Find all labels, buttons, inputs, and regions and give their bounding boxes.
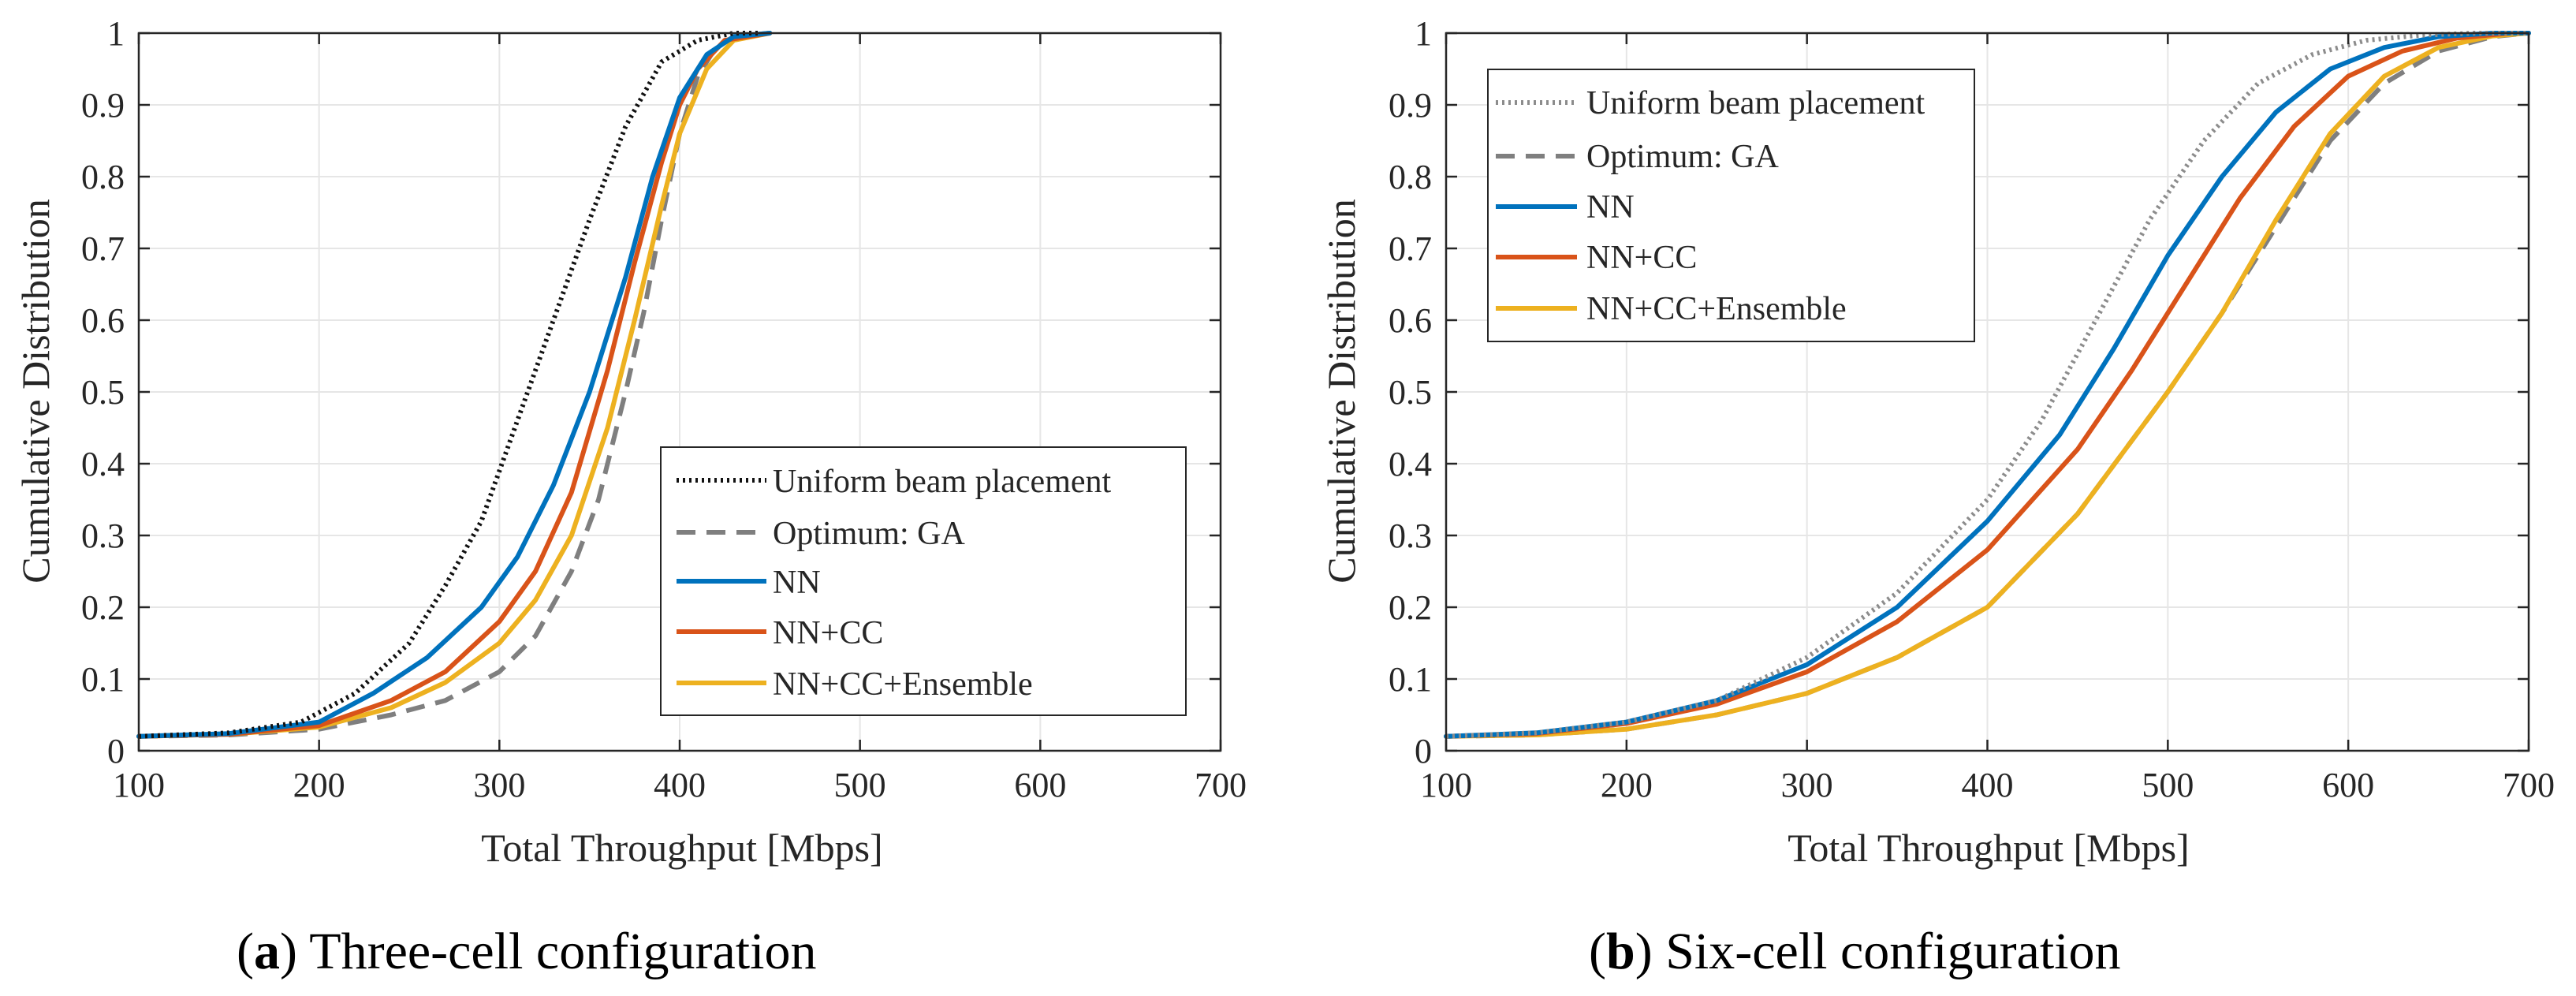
legend-label-ga: Optimum: GA bbox=[1586, 139, 1780, 175]
caption-a: (a) Three-cell configuration bbox=[237, 923, 816, 980]
x-tick-label: 100 bbox=[113, 766, 165, 804]
y-tick-label: 0.5 bbox=[1389, 373, 1432, 412]
y-tick-label: 0.4 bbox=[81, 445, 125, 483]
legend-label-ensemble: NN+CC+Ensemble bbox=[773, 666, 1033, 703]
legend-label-nn: NN bbox=[1586, 189, 1635, 226]
chart-panel-a: 100 200 300 400 500 600 700 0 0.1 0.2 0.3 0.4 0.5 0.6… bbox=[13, 14, 1247, 980]
caption-b-text: Six-cell configuration bbox=[1665, 923, 2120, 980]
x-tick-label: 400 bbox=[1962, 766, 2014, 804]
legend-b: Uniform beam placement Optimum: GA NN NN… bbox=[1487, 69, 1975, 342]
ticks-b: 100 200 300 400 500 600 700 0 0.1 0.2 0.3 0.4 0.5 0.6… bbox=[1389, 14, 2555, 804]
legend-label-ga: Optimum: GA bbox=[773, 516, 966, 552]
x-tick-label: 600 bbox=[2322, 766, 2374, 804]
y-tick-label: 0.3 bbox=[1389, 517, 1432, 555]
y-axis-label-b: Cumulative Distribution bbox=[1319, 199, 1363, 583]
y-tick-label: 0.1 bbox=[1389, 660, 1432, 699]
y-tick-label: 0.5 bbox=[81, 373, 125, 412]
y-tick-label: 0.3 bbox=[81, 517, 125, 555]
x-axis-label-b: Total Throughput [Mbps] bbox=[1788, 826, 2189, 870]
y-tick-label: 0 bbox=[107, 732, 125, 770]
x-tick-label: 600 bbox=[1014, 766, 1066, 804]
series-line-nn-cc-ensemble bbox=[1444, 31, 2531, 739]
legend-label-nncc: NN+CC bbox=[1586, 240, 1697, 276]
y-tick-label: 0.6 bbox=[81, 301, 125, 340]
x-tick-label: 700 bbox=[2503, 766, 2555, 804]
y-tick-label: 0.2 bbox=[1389, 588, 1432, 627]
y-tick-label: 1 bbox=[107, 14, 125, 53]
y-tick-label: 0.9 bbox=[81, 86, 125, 125]
series-lines-a bbox=[136, 31, 773, 739]
legend-label-uniform: Uniform beam placement bbox=[773, 464, 1111, 500]
x-tick-label: 300 bbox=[1781, 766, 1833, 804]
y-tick-label: 0.9 bbox=[1389, 86, 1432, 125]
ticks-a: 100 200 300 400 500 600 700 0 0.1 0.2 0.3 0.4 0.5 0.6… bbox=[81, 14, 1247, 804]
series-lines-b bbox=[1444, 31, 2531, 739]
x-tick-label: 700 bbox=[1195, 766, 1247, 804]
series-line-optimum-ga bbox=[138, 31, 770, 739]
legend-label-nncc: NN+CC bbox=[773, 615, 883, 651]
y-tick-label: 0.2 bbox=[81, 588, 125, 627]
legend-label-nn: NN bbox=[773, 565, 821, 601]
x-tick-label: 500 bbox=[2142, 766, 2194, 804]
legend-a: Uniform beam placement Optimum: GA NN NN… bbox=[660, 446, 1187, 716]
x-tick-label: 200 bbox=[293, 766, 345, 804]
x-tick-label: 200 bbox=[1601, 766, 1653, 804]
y-tick-label: 0.7 bbox=[1389, 229, 1432, 268]
series-line-nn bbox=[136, 31, 773, 739]
y-tick-label: 0.1 bbox=[81, 660, 125, 699]
series-line-uniform-beam-placement bbox=[138, 31, 761, 739]
x-tick-label: 300 bbox=[473, 766, 525, 804]
legend-label-uniform: Uniform beam placement bbox=[1586, 85, 1925, 121]
y-tick-label: 0.8 bbox=[1389, 158, 1432, 196]
chart-panel-b: 100 200 300 400 500 600 700 0 0.1 0.2 0.3 0.4 0.5 0.6… bbox=[1319, 14, 2555, 980]
caption-b: (b) Six-cell configuration bbox=[1589, 923, 2121, 980]
series-line-nn-cc-ensemble bbox=[136, 31, 773, 739]
y-tick-label: 0.6 bbox=[1389, 301, 1432, 340]
x-tick-label: 100 bbox=[1420, 766, 1472, 804]
series-line-nn bbox=[1444, 31, 2531, 739]
y-tick-label: 0 bbox=[1415, 732, 1432, 770]
y-axis-label-a: Cumulative Distribution bbox=[13, 199, 58, 583]
y-tick-label: 0.4 bbox=[1389, 445, 1432, 483]
x-axis-label-a: Total Throughput [Mbps] bbox=[481, 826, 882, 870]
x-tick-label: 400 bbox=[654, 766, 706, 804]
caption-a-text: Three-cell configuration bbox=[309, 923, 816, 980]
y-tick-label: 0.8 bbox=[81, 158, 125, 196]
y-tick-label: 0.7 bbox=[81, 229, 125, 268]
y-tick-label: 1 bbox=[1415, 14, 1432, 53]
x-tick-label: 500 bbox=[834, 766, 886, 804]
series-line-nn-cc bbox=[1444, 31, 2531, 739]
legend-label-ensemble: NN+CC+Ensemble bbox=[1586, 291, 1847, 327]
caption-a-letter: a bbox=[254, 923, 280, 980]
caption-b-letter: b bbox=[1606, 923, 1635, 980]
